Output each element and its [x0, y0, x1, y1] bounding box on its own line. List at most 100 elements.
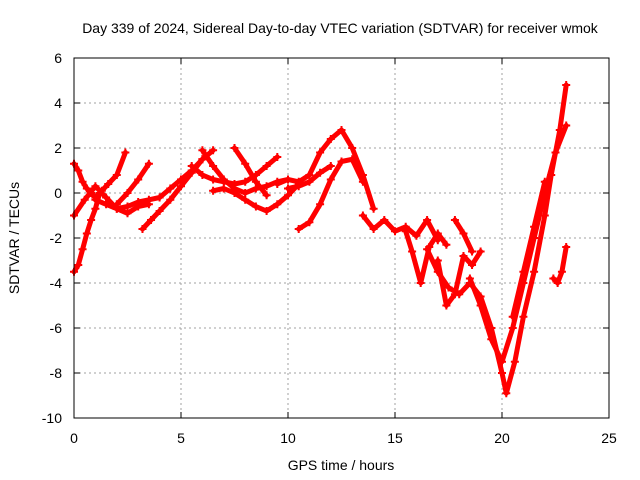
series-sat-t: [508, 177, 549, 321]
data-point-marker: [326, 135, 335, 143]
series-line: [467, 123, 569, 365]
data-point-marker: [251, 202, 260, 211]
series-line: [510, 179, 548, 320]
data-point-marker: [519, 312, 528, 321]
data-point-marker: [316, 200, 325, 209]
data-point-marker: [166, 184, 175, 193]
series-line: [403, 228, 449, 286]
data-point-marker: [423, 245, 432, 254]
data-point-marker: [433, 229, 442, 238]
y-axis-label: SDTVAR / TECUs: [6, 182, 22, 294]
data-point-marker: [442, 301, 451, 310]
series-line: [435, 249, 484, 308]
series-line: [274, 127, 377, 212]
data-point-marker: [540, 177, 549, 186]
data-point-marker: [476, 247, 485, 256]
y-tick-label: 2: [54, 140, 62, 156]
data-point-marker: [82, 184, 91, 193]
data-point-marker: [198, 171, 207, 179]
data-point-marker: [348, 155, 357, 164]
grid: [74, 58, 609, 418]
data-point-marker: [74, 261, 83, 269]
y-tick-label: 4: [54, 95, 62, 111]
data-point-marker: [241, 195, 250, 204]
data-point-marker: [316, 148, 325, 157]
y-tick-label: -6: [50, 320, 63, 336]
data-point-marker: [549, 274, 558, 283]
data-point-marker: [219, 175, 228, 184]
data-point-marker: [177, 182, 185, 191]
data-point-marker: [230, 189, 239, 197]
data-point-marker: [294, 182, 303, 191]
series-sat-s: [465, 121, 571, 366]
data-point-marker: [166, 195, 175, 204]
data-point-marker: [219, 184, 228, 193]
series-sat-j: [230, 144, 271, 200]
data-point-marker: [123, 209, 132, 218]
data-point-marker: [391, 227, 399, 236]
data-point-marker: [508, 324, 517, 332]
series-line: [71, 183, 152, 218]
data-point-marker: [87, 216, 96, 224]
data-point-marker: [508, 312, 517, 321]
data-point-marker: [326, 175, 335, 184]
data-point-marker: [358, 211, 367, 220]
series-line: [550, 244, 569, 286]
x-tick-label: 25: [601, 430, 617, 446]
data-point-marker: [251, 177, 260, 186]
data-point-marker: [134, 175, 143, 184]
data-point-marker: [91, 204, 100, 213]
data-point-marker: [530, 222, 539, 231]
chart-title: Day 339 of 2024, Sidereal Day-to-day VTE…: [82, 20, 599, 36]
x-tick-label: 10: [280, 430, 296, 446]
x-tick-label: 0: [70, 430, 78, 446]
series-line: [114, 161, 152, 207]
x-tick-label: 20: [494, 430, 510, 446]
x-axis-label: GPS time / hours: [288, 457, 395, 473]
data-point-marker: [112, 171, 121, 179]
data-point-marker: [241, 189, 250, 197]
data-point-marker: [198, 146, 207, 155]
data-point-marker: [562, 243, 571, 251]
data-point-marker: [468, 247, 477, 256]
data-point-marker: [123, 202, 132, 211]
series-sat-m: [284, 162, 335, 193]
data-point-marker: [540, 211, 549, 220]
data-point-marker: [433, 256, 442, 265]
series-sat-q: [433, 247, 485, 310]
data-point-marker: [273, 200, 282, 209]
data-point-marker: [337, 157, 346, 166]
data-point-marker: [510, 357, 519, 366]
series-sat-k: [273, 126, 378, 213]
data-point-marker: [337, 126, 346, 134]
series-sat-n: [358, 211, 442, 245]
data-point-marker: [358, 177, 367, 186]
data-point-marker: [562, 81, 571, 89]
data-point-marker: [230, 144, 239, 152]
data-point-marker: [450, 216, 459, 224]
series-sat-l: [294, 155, 367, 233]
x-tick-label: 5: [177, 430, 185, 446]
data-point-marker: [123, 189, 132, 197]
data-point-marker: [198, 155, 207, 164]
data-point-marker: [209, 186, 218, 195]
data-point-marker: [187, 162, 196, 170]
data-point-marker: [557, 267, 566, 276]
data-point-marker: [82, 229, 91, 238]
y-tick-label: -8: [50, 365, 63, 381]
data-point-marker: [412, 231, 421, 240]
x-tick-label: 15: [387, 430, 403, 446]
data-point-marker: [284, 175, 292, 184]
data-point-marker: [498, 357, 506, 366]
data-point-marker: [273, 180, 282, 188]
data-point-marker: [326, 162, 335, 170]
data-point-marker: [423, 216, 432, 224]
data-point-marker: [241, 159, 250, 168]
data-point-marker: [380, 216, 389, 224]
y-tick-label: -4: [50, 275, 63, 291]
data-point-marker: [284, 184, 292, 193]
y-tick-label: 6: [54, 50, 62, 66]
data-point-marker: [444, 283, 453, 292]
data-point-marker: [112, 200, 121, 209]
